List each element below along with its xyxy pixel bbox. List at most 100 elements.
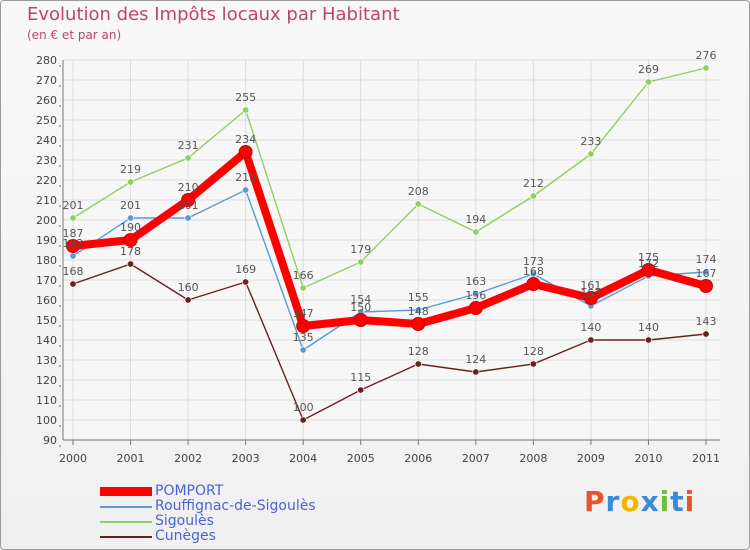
data-label: 178 [120, 245, 141, 258]
data-label: 155 [408, 291, 429, 304]
series-line-3 [72, 263, 707, 421]
series-line-1 [72, 189, 707, 351]
data-point-3 [472, 368, 480, 376]
data-point-3 [529, 360, 537, 368]
data-label: 269 [638, 63, 659, 76]
data-point-2 [299, 284, 307, 292]
data-label: 163 [465, 275, 486, 288]
data-label: 201 [178, 199, 199, 212]
data-point-2 [414, 200, 422, 208]
x-tick-label: 2004 [289, 452, 317, 465]
data-point-0 [181, 193, 196, 207]
legend-item-cuneges: Cunèges [100, 528, 360, 544]
data-label: 161 [580, 279, 601, 292]
y-tick-label: 200 [36, 214, 57, 227]
data-point-3 [414, 360, 422, 368]
data-point-1 [69, 252, 77, 260]
data-point-2 [644, 78, 652, 86]
data-label: 182 [63, 237, 84, 250]
data-label: 128 [523, 345, 544, 358]
data-point-0 [123, 233, 138, 247]
legend-label-pomport: POMPORT [155, 483, 224, 499]
data-label: 143 [696, 315, 717, 328]
x-tick-label: 2008 [519, 452, 547, 465]
legend-item-rouffignac: Rouffignac-de-Sigoulès [100, 498, 360, 514]
data-point-0 [296, 319, 311, 333]
plot-area [63, 60, 720, 440]
data-point-2 [357, 258, 365, 266]
data-label: 172 [638, 257, 659, 270]
data-label: 140 [638, 321, 659, 334]
data-point-3 [644, 336, 652, 344]
data-point-0 [526, 277, 541, 291]
data-point-2 [184, 154, 192, 162]
data-point-0 [468, 301, 483, 315]
data-point-2 [529, 192, 537, 200]
logo-letter: x [640, 485, 660, 518]
legend-item-sigoules: Sigoulès [100, 513, 360, 529]
x-tick-label: 2005 [347, 452, 375, 465]
data-point-1 [472, 290, 480, 298]
y-tick-label: 270 [36, 74, 57, 87]
data-label: 215 [235, 171, 256, 184]
data-label: 276 [696, 49, 717, 62]
y-tick-label: 260 [36, 94, 57, 107]
y-tick-label: 100 [36, 414, 57, 427]
data-label: 212 [523, 177, 544, 190]
data-label: 140 [580, 321, 601, 334]
data-point-1 [242, 186, 250, 194]
x-tick-label: 2001 [117, 452, 145, 465]
data-label: 233 [580, 135, 601, 148]
data-label: 234 [235, 133, 256, 146]
data-point-2 [242, 106, 250, 114]
data-point-3 [127, 260, 135, 268]
data-point-0 [641, 263, 656, 277]
data-point-1 [299, 346, 307, 354]
data-label: 208 [408, 185, 429, 198]
data-label: 169 [235, 263, 256, 276]
data-point-0 [66, 239, 80, 253]
y-tick-label: 210 [36, 194, 57, 207]
y-tick-label: 130 [36, 354, 57, 367]
y-tick-label: 250 [36, 114, 57, 127]
legend-swatch-cuneges [100, 536, 152, 538]
data-point-3 [184, 296, 192, 304]
data-point-0 [353, 313, 368, 327]
legend-label-sigoules: Sigoulès [155, 513, 214, 529]
data-point-3 [587, 336, 595, 344]
data-point-2 [702, 64, 710, 72]
data-point-2 [472, 228, 480, 236]
data-label: 201 [63, 199, 84, 212]
y-tick-label: 120 [36, 374, 57, 387]
legend: POMPORT Rouffignac-de-Sigoulès Sigoulès … [100, 483, 360, 544]
data-label: 231 [178, 139, 199, 152]
data-label: 157 [580, 287, 601, 300]
logo-letter: r [605, 485, 621, 518]
data-point-3 [69, 280, 77, 288]
data-point-0 [411, 317, 426, 331]
y-tick-label: 160 [36, 294, 57, 307]
x-tick-label: 2006 [404, 452, 432, 465]
data-point-2 [587, 150, 595, 158]
data-point-0 [238, 145, 253, 159]
data-label: 173 [523, 255, 544, 268]
chart-subtitle: (en € et par an) [27, 28, 122, 42]
data-point-1 [414, 306, 422, 314]
data-point-1 [127, 214, 135, 222]
data-label: 128 [408, 345, 429, 358]
y-tick-label: 190 [36, 234, 57, 247]
logo-letter: t [670, 485, 685, 518]
y-tick-label: 280 [36, 54, 57, 67]
x-tick-label: 2000 [59, 452, 87, 465]
data-label: 174 [696, 253, 717, 266]
data-label: 190 [120, 221, 141, 234]
y-tick-label: 170 [36, 274, 57, 287]
x-tick-label: 2010 [634, 452, 662, 465]
y-tick-label: 230 [36, 154, 57, 167]
data-point-1 [184, 214, 192, 222]
data-point-0 [583, 291, 598, 305]
chart-title: Evolution des Impôts locaux par Habitant [27, 4, 400, 25]
data-label: 115 [350, 371, 371, 384]
legend-swatch-pomport [100, 487, 152, 496]
